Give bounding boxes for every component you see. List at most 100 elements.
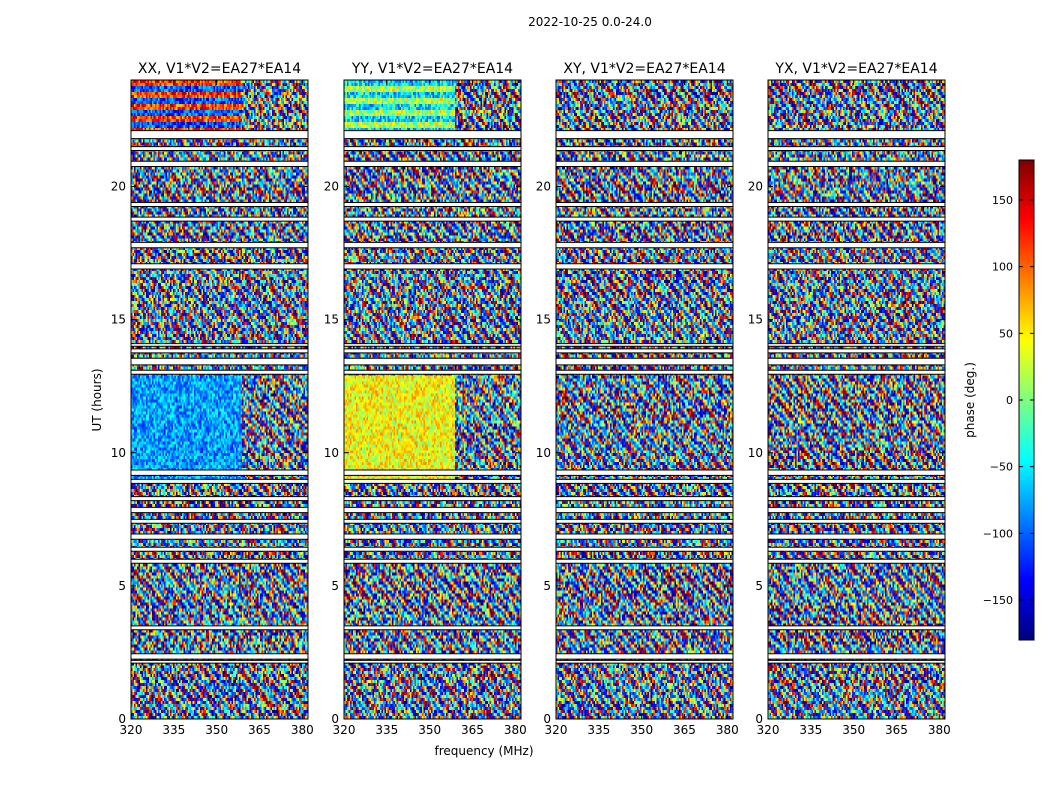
x-tick-label: 350 (418, 723, 441, 737)
y-tick-label: 5 (331, 579, 339, 593)
flagged-gap (556, 217, 733, 222)
x-axis-label: frequency (MHz) (434, 744, 533, 758)
x-tick-label: 350 (842, 723, 865, 737)
flagged-gap (344, 533, 521, 540)
x-tick-label: 335 (375, 723, 398, 737)
flagged-gap (131, 660, 308, 664)
panel-frame (767, 79, 946, 720)
y-tick-label: 15 (324, 313, 339, 327)
flagged-gap (556, 146, 733, 151)
flagged-gap (344, 161, 521, 167)
panel-title-xx: XX, V1*V2=EA27*EA14 (138, 61, 301, 77)
x-tick-label: 380 (504, 723, 527, 737)
panel-xy: XY, V1*V2=EA27*EA14 320 335 350 365 380 0 5 10 15… (536, 61, 739, 737)
flagged-gap (344, 146, 521, 151)
phase-heatmap-yy (344, 80, 521, 719)
x-tick-label: 320 (757, 723, 780, 737)
flagged-gap (556, 348, 733, 353)
y-tick-label: 15 (536, 313, 551, 327)
y-tick-label: 5 (755, 579, 763, 593)
flagged-gap (344, 625, 521, 630)
y-tick-label: 0 (331, 712, 339, 726)
flagged-gap (344, 217, 521, 222)
flagged-gap (556, 533, 733, 540)
x-tick-label: 320 (333, 723, 356, 737)
y-tick-label: 20 (111, 180, 126, 194)
flagged-gap (131, 343, 308, 347)
y-tick-label: 5 (118, 579, 126, 593)
flagged-gap (344, 547, 521, 552)
flagged-gap (768, 519, 945, 524)
flagged-gap (768, 358, 945, 365)
colorbar-tick-label: 100 (992, 261, 1013, 274)
panel-yy: YY, V1*V2=EA27*EA14 320 335 350 365 380 0 5 10 15… (324, 61, 527, 737)
x-tick-label: 350 (205, 723, 228, 737)
panel-title-yy: YY, V1*V2=EA27*EA14 (351, 61, 513, 77)
phase-heatmap-xy (556, 80, 733, 719)
flagged-gap (768, 625, 945, 630)
flagged-gap (344, 653, 521, 660)
y-tick-label: 10 (536, 446, 551, 460)
flagged-gap (556, 370, 733, 375)
flagged-gap (344, 507, 521, 513)
flagged-gap (768, 348, 945, 353)
flagged-gap (556, 496, 733, 501)
x-tick-label: 365 (248, 723, 271, 737)
panel-title-xy: XY, V1*V2=EA27*EA14 (563, 61, 725, 77)
flagged-gap (768, 507, 945, 513)
flagged-gap (768, 470, 945, 476)
flagged-gap (556, 547, 733, 552)
flagged-gap (768, 161, 945, 167)
flagged-gap (768, 370, 945, 375)
colorbar: 150 100 50 0 −50 −100 −150 phase (deg.) (963, 159, 1035, 641)
x-tick-label: 365 (461, 723, 484, 737)
colorbar-tick-label: −150 (983, 594, 1013, 607)
x-tick-label: 335 (162, 723, 185, 737)
flagged-gap (131, 519, 308, 524)
y-tick-label: 10 (111, 446, 126, 460)
panel-frame (555, 79, 734, 720)
x-tick-label: 365 (885, 723, 908, 737)
panel-frame (130, 79, 309, 720)
flagged-gap (556, 653, 733, 660)
y-tick-label: 10 (748, 446, 763, 460)
flagged-gap (556, 519, 733, 524)
flagged-gap (131, 130, 308, 139)
flagged-gap (556, 559, 733, 564)
x-tick-label: 365 (673, 723, 696, 737)
flagged-gap (131, 161, 308, 167)
flagged-gap (556, 660, 733, 664)
flagged-gap (131, 146, 308, 151)
flagged-gap (556, 470, 733, 476)
colorbar-tick-label: 0 (1006, 394, 1013, 407)
flagged-gap (131, 358, 308, 365)
flagged-gap (344, 242, 521, 248)
x-tick-label: 320 (545, 723, 568, 737)
flagged-gap (768, 217, 945, 222)
flagged-gap (768, 479, 945, 484)
y-tick-label: 20 (324, 180, 339, 194)
y-tick-label: 10 (324, 446, 339, 460)
flagged-gap (556, 343, 733, 347)
flagged-gap (768, 547, 945, 552)
flagged-gap (131, 559, 308, 564)
flagged-gap (344, 358, 521, 365)
flagged-gap (344, 660, 521, 664)
flagged-gap (131, 242, 308, 248)
flagged-gap (768, 146, 945, 151)
colorbar-tick-label: 150 (992, 194, 1013, 207)
phase-heatmap-yx (768, 80, 945, 719)
flagged-gap (344, 370, 521, 375)
y-tick-label: 20 (536, 180, 551, 194)
panels: XX, V1*V2=EA27*EA14 320 335 350 365 380 0 5 10 15… (111, 61, 951, 737)
panel-title-yx: YX, V1*V2=EA27*EA14 (774, 61, 937, 77)
phase-heatmap-xx (131, 80, 308, 719)
x-tick-label: 380 (291, 723, 314, 737)
flagged-gap (131, 653, 308, 660)
flagged-gap (768, 130, 945, 139)
panel-xx: XX, V1*V2=EA27*EA14 320 335 350 365 380 0 5 10 15… (111, 61, 314, 737)
y-tick-label: 0 (118, 712, 126, 726)
x-tick-label: 335 (799, 723, 822, 737)
